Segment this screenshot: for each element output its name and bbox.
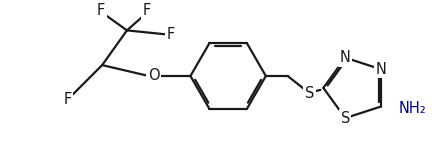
Text: F: F [97, 3, 105, 18]
Text: S: S [305, 86, 314, 101]
Text: N: N [340, 50, 351, 65]
Text: O: O [148, 69, 159, 83]
Text: F: F [64, 92, 72, 107]
Text: F: F [166, 27, 175, 42]
Text: F: F [143, 3, 151, 18]
Text: S: S [340, 111, 350, 126]
Text: NH₂: NH₂ [399, 101, 426, 116]
Text: N: N [375, 62, 386, 77]
